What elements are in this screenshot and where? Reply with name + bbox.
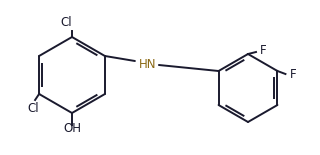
Text: OH: OH <box>63 122 81 135</box>
Text: Cl: Cl <box>60 16 72 29</box>
Text: Cl: Cl <box>27 102 39 115</box>
Text: F: F <box>260 44 267 57</box>
Text: F: F <box>290 69 296 82</box>
Text: HN: HN <box>139 58 157 71</box>
